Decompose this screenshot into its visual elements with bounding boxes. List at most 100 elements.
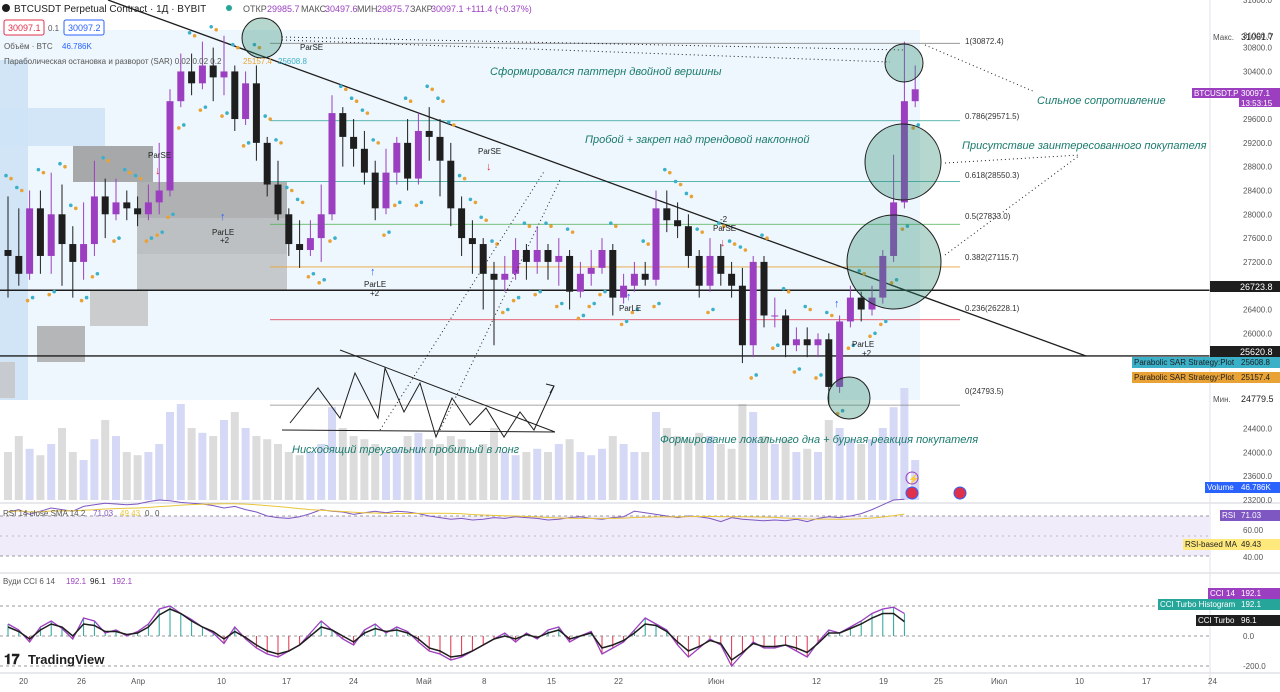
annotation-breakout: Пробой + закреп над трендовой наклонной bbox=[585, 134, 809, 146]
signal-p2-3: +2 bbox=[862, 349, 872, 358]
sell-button[interactable]: 30097.1 bbox=[8, 23, 41, 33]
sar-dot bbox=[468, 197, 473, 202]
candle-body bbox=[317, 214, 325, 239]
symbol-title[interactable]: BTCUSDT Perpetual Contract · 1Д · BYBIT bbox=[14, 4, 206, 15]
sar-dot bbox=[166, 215, 170, 220]
candle-body bbox=[695, 255, 703, 286]
candle-body bbox=[58, 214, 66, 245]
sar-dot bbox=[128, 170, 132, 175]
time-axis[interactable]: 20 26 Апр 10 17 24 Май 8 15 22 Июн 12 19 25 Июл 10 17 24 bbox=[19, 677, 1217, 686]
price-tick: 31600.0 bbox=[1243, 0, 1272, 5]
svg-text:RSI-based MA: RSI-based MA bbox=[1185, 540, 1238, 549]
candle-body bbox=[544, 250, 552, 262]
candle-body bbox=[80, 244, 88, 262]
time-tick: Апр bbox=[131, 677, 146, 686]
volume-bar bbox=[792, 452, 801, 500]
sar-dot bbox=[560, 301, 564, 306]
volume-bar bbox=[295, 455, 304, 500]
volume-bar bbox=[673, 436, 682, 500]
candle-body bbox=[306, 238, 314, 250]
sar-dot bbox=[609, 221, 613, 226]
volume-bar bbox=[544, 452, 552, 500]
sar-dot bbox=[576, 316, 581, 321]
annotation-double-top: Сформировался паттерн двойной вершины bbox=[490, 66, 722, 78]
candle-body bbox=[890, 202, 898, 256]
candle-body bbox=[674, 220, 682, 227]
trade-buttons[interactable]: 30097.1 0.1 30097.2 bbox=[3, 19, 105, 36]
flag-icon-2 bbox=[953, 486, 967, 500]
sar-dot bbox=[538, 289, 542, 294]
sar-dot bbox=[306, 274, 311, 279]
signal-parse-1: ParSE bbox=[300, 43, 323, 52]
candle-body bbox=[782, 315, 790, 346]
volume-bar bbox=[608, 436, 617, 500]
volume-bar bbox=[133, 455, 142, 500]
sar-dot bbox=[792, 370, 797, 374]
volume-bar bbox=[760, 436, 768, 500]
svg-text:↓: ↓ bbox=[155, 165, 161, 177]
flag-icon bbox=[905, 486, 919, 500]
candle-body bbox=[792, 339, 800, 346]
volume-bar bbox=[565, 439, 574, 500]
time-tick: Май bbox=[416, 677, 432, 686]
sar-dot bbox=[673, 179, 678, 184]
svg-text:30097.1: 30097.1 bbox=[431, 4, 464, 14]
sar-dot bbox=[722, 224, 726, 229]
buy-button[interactable]: 30097.2 bbox=[68, 23, 101, 33]
sar-dot bbox=[220, 114, 224, 118]
candle-body bbox=[4, 250, 12, 256]
candle-body bbox=[350, 136, 358, 149]
svg-text:RSI: RSI bbox=[1222, 511, 1235, 520]
svg-text:-200.0: -200.0 bbox=[1243, 662, 1266, 671]
sar-dot bbox=[344, 87, 348, 92]
sar-dot bbox=[678, 182, 683, 187]
event-icons[interactable]: ⚡ bbox=[905, 471, 967, 500]
price-axis[interactable]: 31600.0 31000.0 30800.0 30400.0 29600.0 29200… bbox=[1243, 0, 1272, 505]
candle-body bbox=[836, 321, 844, 387]
cci-legend-v3: 192.1 bbox=[112, 577, 133, 586]
candle-body bbox=[900, 101, 908, 203]
volume-bar bbox=[652, 412, 660, 500]
volume-bar bbox=[911, 460, 920, 500]
candle-body bbox=[404, 142, 412, 179]
sar-dot bbox=[203, 105, 208, 109]
sar-dot bbox=[333, 236, 337, 240]
cci-legend-v1: 192.1 bbox=[66, 577, 87, 586]
svg-text:CCI 14: CCI 14 bbox=[1210, 589, 1235, 598]
candle-body bbox=[814, 339, 822, 346]
sar-dot bbox=[484, 218, 489, 223]
sar-dot bbox=[630, 310, 635, 315]
volume-bar bbox=[554, 444, 563, 500]
sar-dot bbox=[79, 298, 84, 303]
candle-body bbox=[663, 208, 671, 221]
candle-body bbox=[177, 71, 185, 102]
candle-body bbox=[339, 113, 347, 137]
svg-text:↑: ↑ bbox=[626, 291, 632, 303]
cci-legend: Вуди CCI 6 14 bbox=[3, 577, 55, 586]
rsi-legend-v3: 0 bbox=[145, 509, 150, 518]
sar-dot bbox=[30, 295, 35, 300]
fib-label-618: 0.618(28550.3) bbox=[965, 171, 1020, 180]
volume-bar bbox=[425, 439, 434, 500]
candle-body bbox=[328, 113, 336, 215]
sar-dot bbox=[41, 170, 46, 175]
sar-dot bbox=[743, 248, 748, 252]
candle-body bbox=[490, 273, 498, 280]
fib-label-1: 1(30872.4) bbox=[965, 37, 1004, 46]
volume-bar bbox=[328, 407, 336, 500]
svg-text:↑: ↑ bbox=[834, 298, 840, 310]
price-tick: 29600.0 bbox=[1243, 115, 1272, 124]
sar-dot bbox=[501, 310, 505, 315]
sar-dot bbox=[408, 99, 413, 104]
volume-bar bbox=[727, 448, 736, 500]
sar-dot bbox=[619, 322, 624, 327]
svg-text:ЗАКР: ЗАКР bbox=[410, 4, 433, 14]
sar-dot bbox=[868, 334, 872, 339]
svg-text:Parabolic SAR Strategy:Plot: Parabolic SAR Strategy:Plot bbox=[1134, 358, 1235, 367]
signal-arrows: ↓ ↓ ↓ ↑ ↑ ↑ ↑ bbox=[155, 161, 840, 310]
candle-body bbox=[101, 196, 109, 215]
highlight-circles bbox=[241, 17, 942, 420]
svg-text:Макс.: Макс. bbox=[1213, 33, 1234, 42]
svg-text:31061.7: 31061.7 bbox=[1241, 32, 1274, 42]
